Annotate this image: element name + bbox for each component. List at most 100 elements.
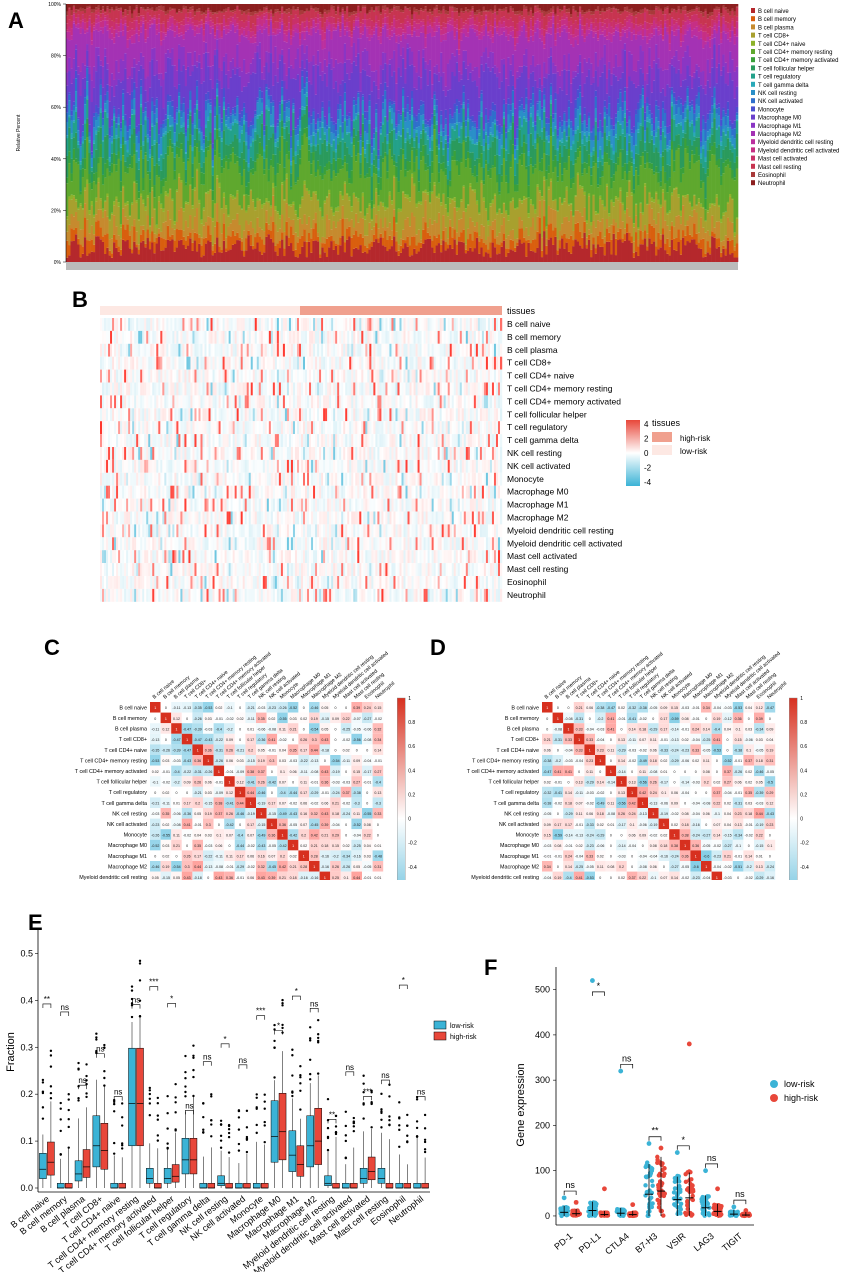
stacked-bar-segment: [363, 215, 367, 220]
stacked-bar-segment: [209, 189, 212, 191]
stacked-bar-segment: [204, 17, 208, 22]
stacked-bar-segment: [543, 87, 546, 95]
stacked-bar-segment: [157, 165, 161, 176]
stacked-bar-segment: [81, 131, 85, 137]
stacked-bar-segment: [500, 4, 504, 10]
stacked-bar-segment: [146, 195, 150, 198]
stacked-bar-segment: [303, 4, 306, 12]
stacked-bar-segment: [106, 233, 109, 248]
stacked-bar-segment: [346, 194, 349, 219]
stacked-bar-segment: [294, 163, 298, 183]
stacked-bar-segment: [229, 196, 233, 224]
stacked-bar-segment: [274, 4, 277, 10]
stacked-bar-segment: [258, 115, 262, 138]
stacked-bar-segment: [218, 10, 221, 12]
stacked-bar-segment: [395, 4, 398, 7]
stacked-bar-segment: [473, 4, 477, 13]
stacked-bar-segment: [189, 75, 192, 91]
stacked-bar-segment: [437, 243, 441, 262]
stacked-bar-segment: [92, 22, 96, 26]
stacked-bar-segment: [164, 126, 168, 132]
stacked-bar-segment: [404, 4, 407, 7]
stacked-bar-segment: [511, 229, 515, 241]
stacked-bar-segment: [77, 221, 80, 239]
stacked-bar-segment: [231, 244, 235, 262]
stacked-bar-segment: [466, 136, 470, 152]
stacked-bar-segment: [251, 138, 255, 142]
stacked-bar-segment: [372, 241, 376, 262]
stacked-bar-segment: [148, 24, 152, 28]
stacked-bar-segment: [379, 35, 383, 44]
stacked-bar-segment: [106, 14, 109, 21]
stacked-bar-segment: [193, 232, 197, 241]
stacked-bar-segment: [238, 29, 242, 36]
stacked-bar-segment: [198, 24, 201, 29]
stacked-bar-segment: [267, 202, 271, 225]
stacked-bar-segment: [124, 241, 127, 262]
stacked-bar-segment: [104, 20, 107, 27]
stacked-bar-segment: [272, 106, 275, 125]
stacked-bar-segment: [272, 187, 275, 196]
stacked-bar-segment: [290, 148, 293, 162]
stacked-bar-segment: [189, 18, 192, 24]
stacked-bar-segment: [505, 127, 508, 133]
stacked-bar-segment: [142, 68, 145, 111]
stacked-bar-segment: [220, 12, 224, 24]
stacked-bar-segment: [220, 23, 224, 31]
stacked-bar-segment: [301, 44, 304, 61]
stacked-bar-segment: [198, 151, 201, 164]
stacked-bar-segment: [384, 206, 387, 211]
stacked-bar-segment: [298, 4, 302, 11]
stacked-bar-segment: [175, 22, 179, 27]
stacked-bar-segment: [482, 130, 486, 140]
stacked-bar-segment: [547, 165, 551, 174]
stacked-bar-segment: [417, 191, 421, 202]
stacked-bar-segment: [554, 149, 557, 156]
stacked-bar-segment: [296, 180, 300, 218]
stacked-bar-segment: [74, 211, 78, 228]
stacked-bar-segment: [552, 122, 555, 133]
stacked-bar-segment: [77, 244, 80, 262]
stacked-bar-segment: [386, 86, 389, 121]
stacked-bar-segment: [346, 115, 349, 120]
stacked-bar-segment: [298, 130, 302, 150]
stacked-bar-segment: [433, 4, 436, 8]
stacked-bar-segment: [426, 227, 430, 233]
stacked-bar-segment: [83, 237, 87, 262]
stacked-bar-segment: [410, 34, 414, 37]
stacked-bar-segment: [453, 150, 457, 161]
stacked-bar-segment: [303, 184, 306, 215]
stacked-bar-segment: [200, 257, 203, 262]
stacked-bar-segment: [68, 100, 71, 116]
stacked-bar-segment: [500, 225, 504, 243]
stacked-bar-segment: [384, 99, 387, 117]
stacked-bar-segment: [204, 14, 208, 17]
stacked-bar-segment: [305, 45, 309, 60]
stacked-bar-segment: [169, 219, 172, 237]
stacked-bar-segment: [251, 118, 255, 125]
stacked-bar-segment: [538, 21, 542, 30]
stacked-bar-segment: [90, 167, 94, 172]
stacked-bar-segment: [484, 47, 488, 64]
stacked-bar-segment: [256, 11, 259, 14]
stacked-bar-segment: [366, 19, 369, 27]
stacked-bar-segment: [415, 203, 418, 208]
stacked-bar-segment: [126, 78, 130, 93]
stacked-bar-segment: [493, 137, 497, 156]
stacked-bar-segment: [305, 92, 309, 97]
stacked-bar-segment: [325, 28, 329, 67]
stacked-bar-segment: [536, 113, 539, 116]
stacked-bar-segment: [446, 4, 450, 12]
stacked-bar-segment: [92, 217, 96, 235]
stacked-bar-segment: [549, 103, 553, 116]
stacked-bar-segment: [377, 176, 380, 184]
stacked-bar-segment: [249, 234, 253, 246]
stacked-bar-segment: [178, 177, 181, 211]
stacked-bar-segment: [386, 7, 389, 9]
stacked-bar-segment: [222, 106, 226, 110]
stacked-bar-segment: [316, 236, 320, 242]
stacked-bar-segment: [558, 20, 562, 28]
stacked-bar-segment: [122, 80, 125, 90]
stacked-bar-segment: [556, 160, 560, 177]
stacked-bar-segment: [86, 240, 89, 256]
